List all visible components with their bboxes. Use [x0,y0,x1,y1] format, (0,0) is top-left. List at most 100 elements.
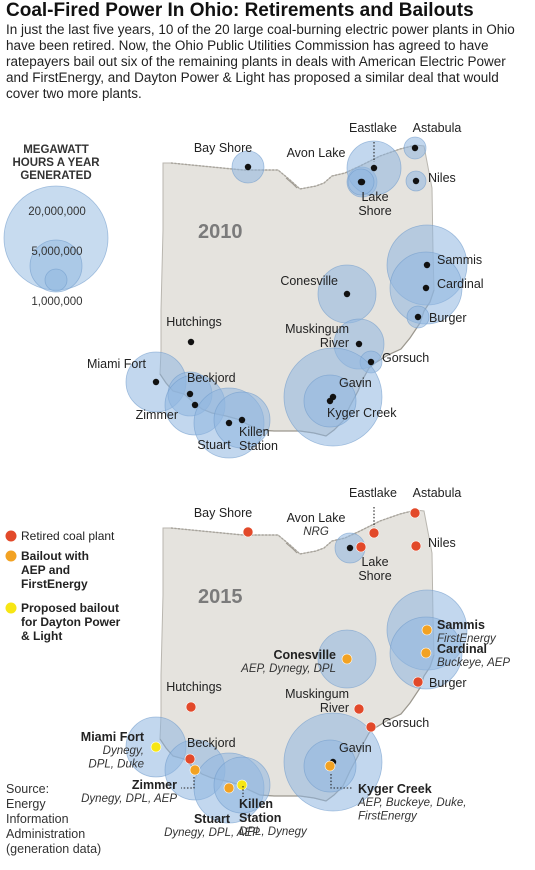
color-legend-line: Bailout with [21,549,89,563]
p2010-gorsuch-label: Gorsuch [382,351,429,365]
p2015-conesville-owner: AEP, Dynegy, DPL [240,663,336,675]
p2010-kyger-creek-marker [326,397,334,405]
p2015-kyger-creek-marker [324,760,336,772]
p2015-zimmer-leader [181,777,195,789]
map-title: Coal-Fired Power In Ohio: Retirements an… [6,0,474,21]
p2015-kyger-creek-leader [330,774,352,789]
color-legend-label: Proposed bailout for Dayton Power & Light [21,601,121,643]
p2010-gavin-label: Gavin [339,376,372,390]
p2010-beckjord-label-line: Beckjord [187,371,236,385]
p2015-cardinal-owner-line: Buckeye, AEP [437,657,510,669]
p2015-avon-lake-marker [346,544,354,552]
p2015-zimmer-owner: Dynegy, DPL, AEP [81,793,177,805]
p2015-avon-lake-owner: NRG [303,526,329,538]
p2010-lake-shore-label: Lake Shore [358,190,391,218]
p2015-sammis-owner-line: FirstEnergy [437,633,497,645]
p2015-niles-label: Niles [428,536,456,550]
p2010-gorsuch-label-line: Gorsuch [382,351,429,365]
p2010-kyger-creek-label-line: Kyger Creek [327,406,397,420]
p2010-beckjord-marker [186,390,194,398]
p2015-stuart-owner-line: Dynegy, DPL, AEP [164,827,260,839]
p2015-miami-fort-owner-line: Dynegy, [103,745,144,757]
p2010-eastlake-label-line: Eastlake [349,121,397,135]
p2010-bay-shore-label-line: Bay Shore [194,141,252,155]
p2010-killen-station-label-line: Station [239,439,278,453]
p2010-cardinal-label: Cardinal [437,277,484,291]
p2015-cardinal-marker [420,647,432,659]
p2015-cardinal-owner: Buckeye, AEP [437,657,510,669]
p2010-astabula-marker [411,144,419,152]
p2015-killen-station-owner-line: DPL, Dynegy [239,826,308,838]
p2015-killen-station-owner: DPL, Dynegy [239,826,308,838]
p2010-hutchings-marker [187,338,195,346]
p2015-miami-fort-owner: Dynegy, DPL, Duke [88,745,144,771]
p2015-lake-shore-marker [355,541,367,553]
color-legend-line: FirstEnergy [21,577,88,591]
p2015-cardinal-label: Cardinal [437,642,487,656]
p2015-kyger-creek-owner-line: FirstEnergy [358,811,418,823]
color-legend-line: AEP and [21,563,70,577]
p2015-beckjord-label-line: Beckjord [187,736,236,750]
p2015-stuart-owner: Dynegy, DPL, AEP [164,827,260,839]
p2015-muskingum-river-label-line: River [320,701,349,715]
p2010-hutchings-label-line: Hutchings [166,315,222,329]
p2010-sammis-marker [423,261,431,269]
p2010-muskingum-river-label-line: River [320,336,349,350]
p2015-miami-fort-label-line: Miami Fort [81,730,145,744]
p2015-gorsuch-label-line: Gorsuch [382,716,429,730]
p2015-killen-station-marker [236,779,248,791]
p2015-astabula-label: Astabula [413,486,462,500]
p2015-cardinal-label-line: Cardinal [437,642,487,656]
p2015-niles-marker [410,540,422,552]
p2010-kyger-creek-label: Kyger Creek [327,406,397,420]
p2010-miami-fort-label-line: Miami Fort [87,357,147,371]
p2010-zimmer-label: Zimmer [136,408,178,422]
p2015-conesville-marker [341,653,353,665]
p2010-muskingum-river-marker [355,340,363,348]
color-legend-swatch [5,602,17,614]
p2015-miami-fort-owner-line: DPL, Duke [88,759,144,771]
p2015-stuart-marker [223,782,235,794]
p2010-lake-shore-label-line: Shore [358,204,391,218]
p2015-bay-shore-label: Bay Shore [194,506,252,520]
p2015-astabula-marker [409,507,421,519]
p2010-cardinal-label-line: Cardinal [437,277,484,291]
p2015-sammis-marker [421,624,433,636]
p2010-avon-lake-label-line: Avon Lake [287,146,346,160]
p2015-gorsuch-marker [365,721,377,733]
p2010-killen-station-marker [238,416,246,424]
color-legend-line: for Dayton Power [21,615,121,629]
p2015-miami-fort-marker [150,741,162,753]
p2015-zimmer-label-line: Zimmer [132,778,177,792]
p2015-kyger-creek-label-line: Kyger Creek [358,782,432,796]
p2015-eastlake-label: Eastlake [349,486,397,500]
size-legend-circle [44,268,68,292]
p2010-eastlake-marker [370,164,378,172]
p2010-cardinal-marker [422,284,430,292]
ohio-2010-sandusky-bay [285,177,298,189]
p2015-conesville-owner-line: AEP, Dynegy, DPL [240,663,336,675]
size-legend-title-line: HOURS A YEAR [12,157,100,169]
p2015-conesville-label: Conesville [273,648,336,662]
p2015-killen-station-label-line: Station [239,811,281,825]
color-legend-swatch [5,530,17,542]
p2010-stuart-label: Stuart [197,438,231,452]
p2015-sammis-label: Sammis [437,618,485,632]
p2015-niles-label-line: Niles [428,536,456,550]
p2015-avon-lake-label: Avon Lake [287,511,346,525]
intro-text: In just the last five years, 10 of the 2… [6,22,515,101]
p2015-beckjord-label: Beckjord [187,736,236,750]
p2010-sammis-label: Sammis [437,253,482,267]
p2010-conesville-marker [343,290,351,298]
p2010-beckjord-label: Beckjord [187,371,236,385]
p2010-miami-fort-label: Miami Fort [87,357,147,371]
year-2010-label: 2010 [198,221,243,243]
p2015-lake-shore-label: Lake Shore [358,555,391,583]
p2010-gorsuch-marker [367,358,375,366]
p2015-beckjord-marker [184,753,196,765]
p2015-killen-station-label: Killen Station [239,797,281,825]
size-legend-title-line: MEGAWATT [23,144,89,156]
size-legend-value: 5,000,000 [31,246,82,258]
p2015-conesville-label-line: Conesville [273,648,336,662]
